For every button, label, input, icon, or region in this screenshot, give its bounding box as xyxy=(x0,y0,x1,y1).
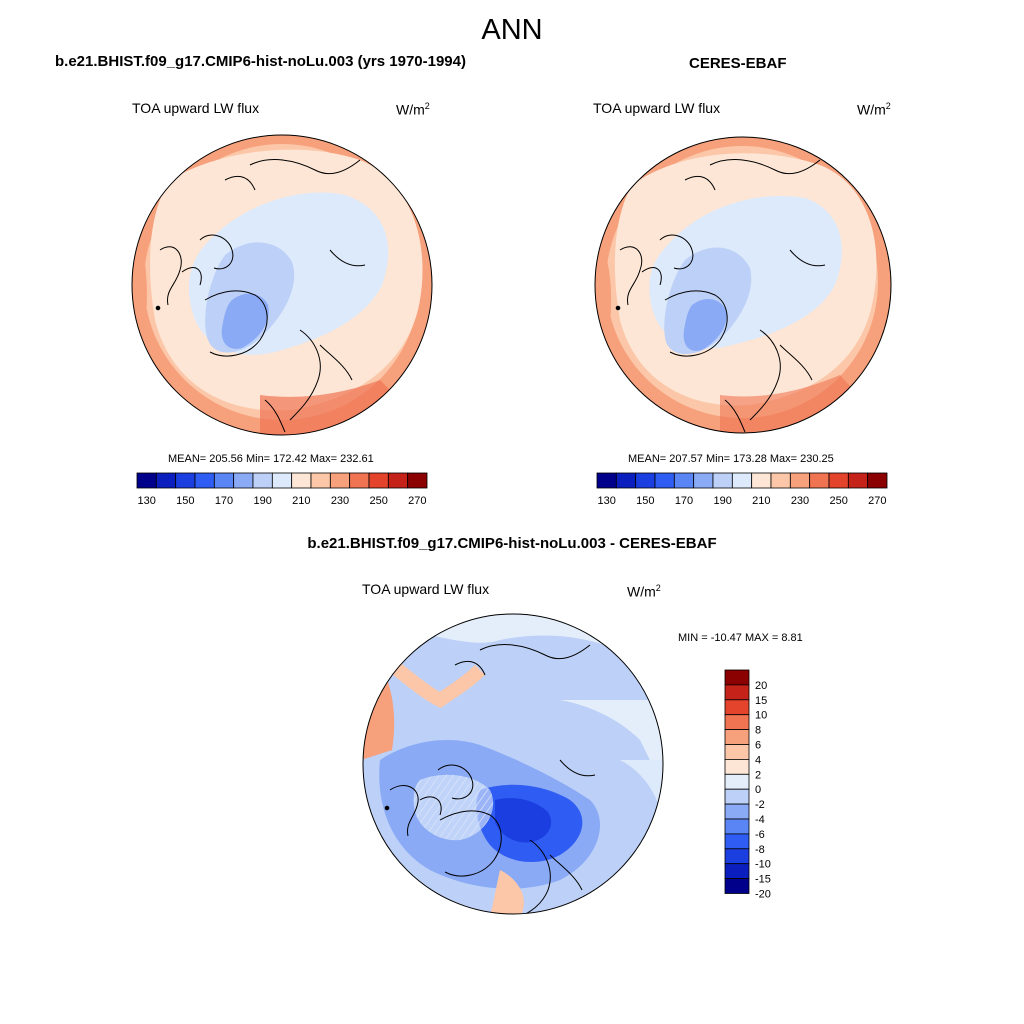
panel3-colorbar-tick-label: 20 xyxy=(755,680,767,692)
panel2-stats: MEAN= 207.57 Min= 173.28 Max= 230.25 xyxy=(628,453,834,465)
panel2-colorbar-box xyxy=(731,472,753,489)
panel3-colorbar-tick-label: -15 xyxy=(755,874,771,886)
panel1-colorbar-tick-label: 270 xyxy=(408,495,426,507)
panel2-colorbar-tick-label: 250 xyxy=(829,495,847,507)
panel3-colorbar-tick-label: -2 xyxy=(755,799,765,811)
panel2-map xyxy=(595,137,891,433)
panel2-colorbar-box xyxy=(654,472,675,489)
panel1-colorbar-tick-label: 250 xyxy=(369,495,387,507)
panel1-colorbar-box xyxy=(387,472,409,489)
panel2-colorbar-box xyxy=(770,472,791,489)
panel1-colorbar-box xyxy=(368,472,389,489)
panel2-colorbar-box xyxy=(751,472,772,489)
obs-title: CERES-EBAF xyxy=(689,55,787,72)
panel2-colorbar-box xyxy=(615,472,637,489)
panel2-colorbar-box xyxy=(789,472,811,489)
panel1-colorbar-tick-label: 170 xyxy=(215,495,233,507)
panel3-colorbar-box xyxy=(724,878,750,894)
panel3-colorbar-box xyxy=(724,833,750,850)
panel3-colorbar-tick-label: 6 xyxy=(755,740,761,752)
panel3-colorbar-tick-label: -6 xyxy=(755,829,765,841)
panel2-colorbar-tick-label: 210 xyxy=(752,495,770,507)
panel1-colorbar-box xyxy=(329,472,351,489)
panel1-colorbar-tick-label: 150 xyxy=(176,495,194,507)
panel3-colorbar-tick-label: 10 xyxy=(755,710,767,722)
panel3-colorbar-tick-label: 8 xyxy=(755,725,761,737)
panel3-colorbar-box xyxy=(724,863,750,880)
panel1-colorbar-box xyxy=(252,472,273,489)
panel1-colorbar-box xyxy=(349,472,370,489)
panel3-colorbar-box xyxy=(724,684,750,701)
panel2-colorbar-box xyxy=(712,472,733,489)
panel1-colorbar-box xyxy=(136,472,157,489)
panel1-colorbar-box xyxy=(407,472,428,489)
panel1-map xyxy=(132,135,432,435)
panel3-colorbar-box xyxy=(724,744,750,760)
panel3-colorbar-box xyxy=(724,803,750,820)
panel3-colorbar-box xyxy=(724,759,750,775)
panel2-colorbar-box xyxy=(809,472,830,489)
diff-title: b.e21.BHIST.f09_g17.CMIP6-hist-noLu.003 … xyxy=(307,535,717,552)
panel1-colorbar-box xyxy=(194,472,215,489)
panel2-colorbar-box xyxy=(596,472,617,489)
panel3-colorbar-box xyxy=(724,788,750,805)
panel1-colorbar: 130 150 170 190 210 230 250 270 xyxy=(136,472,428,507)
panel3-colorbar-tick-label: 2 xyxy=(755,769,761,781)
panel2-units: W/m2 xyxy=(857,101,891,118)
panel2-colorbar-tick-label: 190 xyxy=(713,495,731,507)
panel3-colorbar-box xyxy=(724,729,750,745)
panel1-colorbar-box xyxy=(233,472,254,489)
main-title: ANN xyxy=(481,14,543,46)
panel1-units: W/m2 xyxy=(396,101,430,118)
panel1-title: TOA upward LW flux xyxy=(132,100,260,116)
panel3-stats: MIN = -10.47 MAX = 8.81 xyxy=(678,632,803,644)
panel3-colorbar-box xyxy=(724,848,750,865)
panel1-stats: MEAN= 205.56 Min= 172.42 Max= 232.61 xyxy=(168,453,374,465)
panel2-colorbar-box xyxy=(828,472,849,489)
panel3-map xyxy=(363,614,663,914)
panel2-colorbar: 130 150 170 190 210 230 250 270 xyxy=(596,472,888,507)
panel3-units: W/m2 xyxy=(627,583,661,600)
panel3-title: TOA upward LW flux xyxy=(362,581,490,597)
panel3-colorbar-tick-label: -8 xyxy=(755,844,765,856)
panel1-colorbar-box xyxy=(175,472,196,489)
panel3-colorbar-tick-label: -4 xyxy=(755,814,765,826)
panel1-colorbar-box xyxy=(213,472,235,489)
panel3-colorbar-box xyxy=(724,699,750,716)
panel2-colorbar-box xyxy=(693,472,714,489)
panel2-colorbar-tick-label: 130 xyxy=(597,495,615,507)
panel3-colorbar-tick-label: 0 xyxy=(755,784,761,796)
panel1-colorbar-box xyxy=(310,472,331,489)
panel1-colorbar-box xyxy=(271,472,293,489)
panel1-colorbar-tick-label: 230 xyxy=(331,495,349,507)
panel2-colorbar-tick-label: 270 xyxy=(868,495,886,507)
panel3-colorbar-tick-label: -10 xyxy=(755,859,771,871)
panel3-colorbar-tick-label: 4 xyxy=(755,754,761,766)
panel3-colorbar-box xyxy=(724,818,750,835)
panel2-colorbar-box xyxy=(635,472,656,489)
panel2-colorbar-box xyxy=(673,472,695,489)
panel3-colorbar-box xyxy=(724,714,750,731)
panel2-colorbar-box xyxy=(867,472,888,489)
panel2-map-border xyxy=(594,136,892,434)
panel1-colorbar-tick-label: 190 xyxy=(253,495,271,507)
panel1-colorbar-box xyxy=(291,472,312,489)
panel1-colorbar-box xyxy=(155,472,177,489)
panel3-colorbar-box xyxy=(724,773,750,790)
panel3-map-border xyxy=(362,613,664,915)
panel2-colorbar-tick-label: 170 xyxy=(675,495,693,507)
panel3-colorbar-tick-label: 15 xyxy=(755,695,767,707)
case-title: b.e21.BHIST.f09_g17.CMIP6-hist-noLu.003 … xyxy=(55,53,466,70)
panel3-colorbar-box xyxy=(724,669,750,686)
panel1-colorbar-tick-label: 130 xyxy=(137,495,155,507)
panel2-colorbar-tick-label: 230 xyxy=(791,495,809,507)
panel2-colorbar-box xyxy=(847,472,869,489)
panel2-title: TOA upward LW flux xyxy=(593,100,721,116)
panel1-map-border xyxy=(131,134,433,436)
panel2-colorbar-tick-label: 150 xyxy=(636,495,654,507)
panel1-colorbar-tick-label: 210 xyxy=(292,495,310,507)
panel3-colorbar-tick-label: -20 xyxy=(755,889,771,901)
